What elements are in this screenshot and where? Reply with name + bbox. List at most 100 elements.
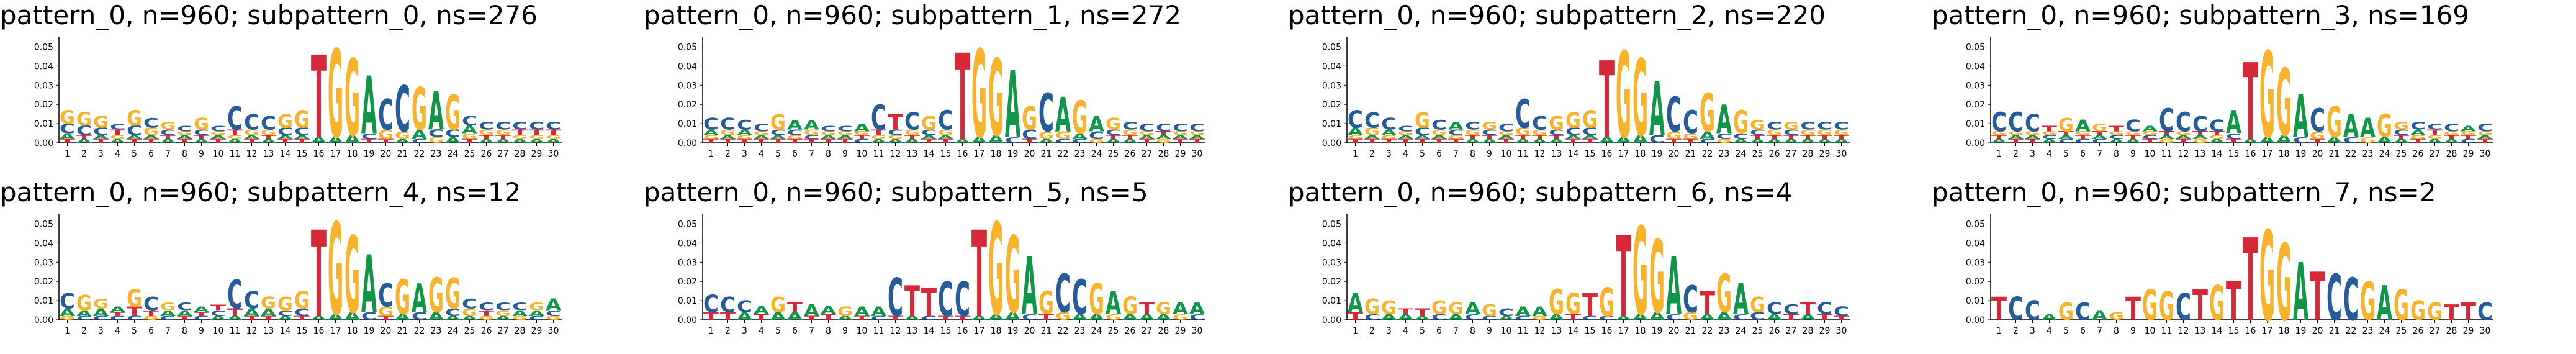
- logo-letter-a: A: [837, 134, 853, 140]
- x-tick-label: 14: [1568, 326, 1579, 336]
- logo-letter-a: A: [395, 312, 410, 322]
- logo-letter-t: T: [462, 138, 477, 144]
- x-tick-label: 28: [1803, 149, 1814, 159]
- logo-letter-g: G: [261, 128, 276, 137]
- logo-letter-t: T: [703, 138, 719, 144]
- logo-letter-c: C: [194, 315, 209, 321]
- x-tick-label: 17: [2262, 326, 2273, 336]
- logo-letter-c: C: [1106, 128, 1121, 137]
- x-tick-label: 22: [1702, 326, 1713, 336]
- x-tick-label: 13: [263, 326, 274, 336]
- logo-letter-t: T: [737, 138, 752, 144]
- logo-letter-g: G: [1532, 128, 1547, 137]
- logo-letter-g: G: [2159, 283, 2174, 329]
- x-tick-label: 30: [1192, 149, 1203, 159]
- logo-letter-g: G: [720, 128, 736, 137]
- logo-letter-c: C: [495, 120, 511, 132]
- logo-letter-t: T: [495, 134, 511, 140]
- y-tick-label: 0.02: [34, 100, 53, 110]
- logo-letter-c: C: [244, 110, 259, 135]
- logo-letter-g: G: [1156, 299, 1171, 318]
- logo-letter-a: A: [445, 315, 461, 321]
- logo-letter-g: G: [971, 32, 987, 166]
- logo-letter-c: C: [1834, 304, 1849, 319]
- x-tick-label: 8: [826, 326, 831, 336]
- logo-letter-c: C: [1834, 120, 1849, 132]
- logo-letter-g: G: [1431, 297, 1447, 319]
- logo-letter-c: C: [60, 289, 75, 314]
- logo-letter-a: A: [160, 309, 176, 318]
- x-tick-label: 30: [1836, 326, 1847, 336]
- x-tick-label: 8: [182, 149, 187, 159]
- logo-letter-g: G: [1599, 279, 1615, 325]
- logo-letter-t: T: [1482, 134, 1497, 140]
- logo-letter-c: C: [127, 123, 142, 138]
- logo-letter-a: A: [2042, 312, 2057, 322]
- logo-letter-t: T: [261, 315, 276, 321]
- x-tick-label: 3: [742, 326, 747, 336]
- x-tick-label: 12: [890, 326, 901, 336]
- logo-letter-t: T: [2109, 124, 2124, 133]
- logo-letter-c: C: [277, 309, 293, 318]
- x-tick-label: 2: [2013, 326, 2019, 336]
- x-tick-label: 28: [2446, 326, 2457, 336]
- logo-letter-t: T: [110, 129, 125, 137]
- logo-letter-a: A: [412, 275, 427, 321]
- logo-letter-g: G: [1122, 293, 1138, 320]
- x-tick-label: 26: [1769, 326, 1780, 336]
- x-tick-label: 4: [2047, 149, 2052, 159]
- x-tick-label: 15: [2228, 149, 2240, 159]
- x-tick-label: 2: [725, 149, 731, 159]
- logo-letter-a: A: [2092, 134, 2108, 140]
- x-tick-label: 3: [1386, 149, 1392, 159]
- logo-letter-c: C: [529, 120, 544, 132]
- logo-letter-c: C: [1038, 83, 1054, 144]
- x-tick-label: 13: [907, 326, 918, 336]
- logo-letter-a: A: [2142, 124, 2158, 134]
- logo-letter-a: A: [2209, 138, 2225, 144]
- logo-letter-a: A: [428, 311, 444, 323]
- x-tick-label: 29: [2463, 149, 2474, 159]
- logo-letter-c: C: [1482, 128, 1497, 137]
- logo-letter-g: G: [1005, 214, 1020, 337]
- logo-letter-g: G: [1364, 294, 1380, 319]
- y-tick-label: 0.04: [1322, 61, 1341, 71]
- logo-letter-g: G: [1381, 297, 1397, 319]
- logo-letter-c: C: [2025, 296, 2040, 327]
- logo-letter-g: G: [76, 291, 92, 315]
- logo-letter-g: G: [1750, 293, 1765, 317]
- logo-letter-a: A: [1582, 134, 1598, 140]
- logo-letter-g: G: [495, 128, 511, 137]
- logo-letter-c: C: [787, 128, 803, 137]
- logo-letter-a: A: [804, 301, 820, 320]
- y-tick-label: 0.05: [1966, 42, 1985, 52]
- logo-letter-t: T: [955, 315, 970, 321]
- y-tick-label: 0.04: [34, 238, 53, 248]
- logo-letter-c: C: [294, 307, 310, 319]
- logo-letter-c: C: [2042, 134, 2057, 140]
- logo-letter-c: C: [1189, 313, 1205, 322]
- logo-letter-c: C: [1498, 122, 1514, 134]
- logo-letter-g: G: [529, 134, 544, 140]
- logo-letter-a: A: [1398, 312, 1413, 322]
- x-tick-label: 18: [2279, 149, 2290, 159]
- x-tick-label: 10: [1501, 149, 1512, 159]
- logo-letter-a: A: [2259, 135, 2275, 145]
- x-tick-label: 15: [2228, 326, 2240, 336]
- logo-letter-c: C: [495, 301, 511, 313]
- logo-letter-a: A: [988, 134, 1004, 146]
- logo-letter-g: G: [1700, 83, 1715, 144]
- logo-letter-t: T: [479, 134, 494, 140]
- logo-letter-g: G: [1750, 118, 1765, 133]
- logo-letter-g: G: [412, 77, 427, 144]
- logo-panel-subpattern-1: pattern_0, n=960; subpattern_1, ns=272 0…: [644, 0, 1287, 177]
- x-tick-label: 6: [148, 149, 154, 159]
- logo-letter-a: A: [2377, 135, 2392, 145]
- y-tick-label: 0.03: [678, 258, 697, 268]
- logo-letter-g: G: [1515, 125, 1531, 138]
- logo-letter-a: A: [1991, 138, 2007, 144]
- x-tick-label: 22: [414, 149, 425, 159]
- logo-letter-a: A: [277, 134, 294, 140]
- x-tick-label: 20: [1669, 326, 1680, 336]
- logo-letter-g: G: [1038, 284, 1054, 321]
